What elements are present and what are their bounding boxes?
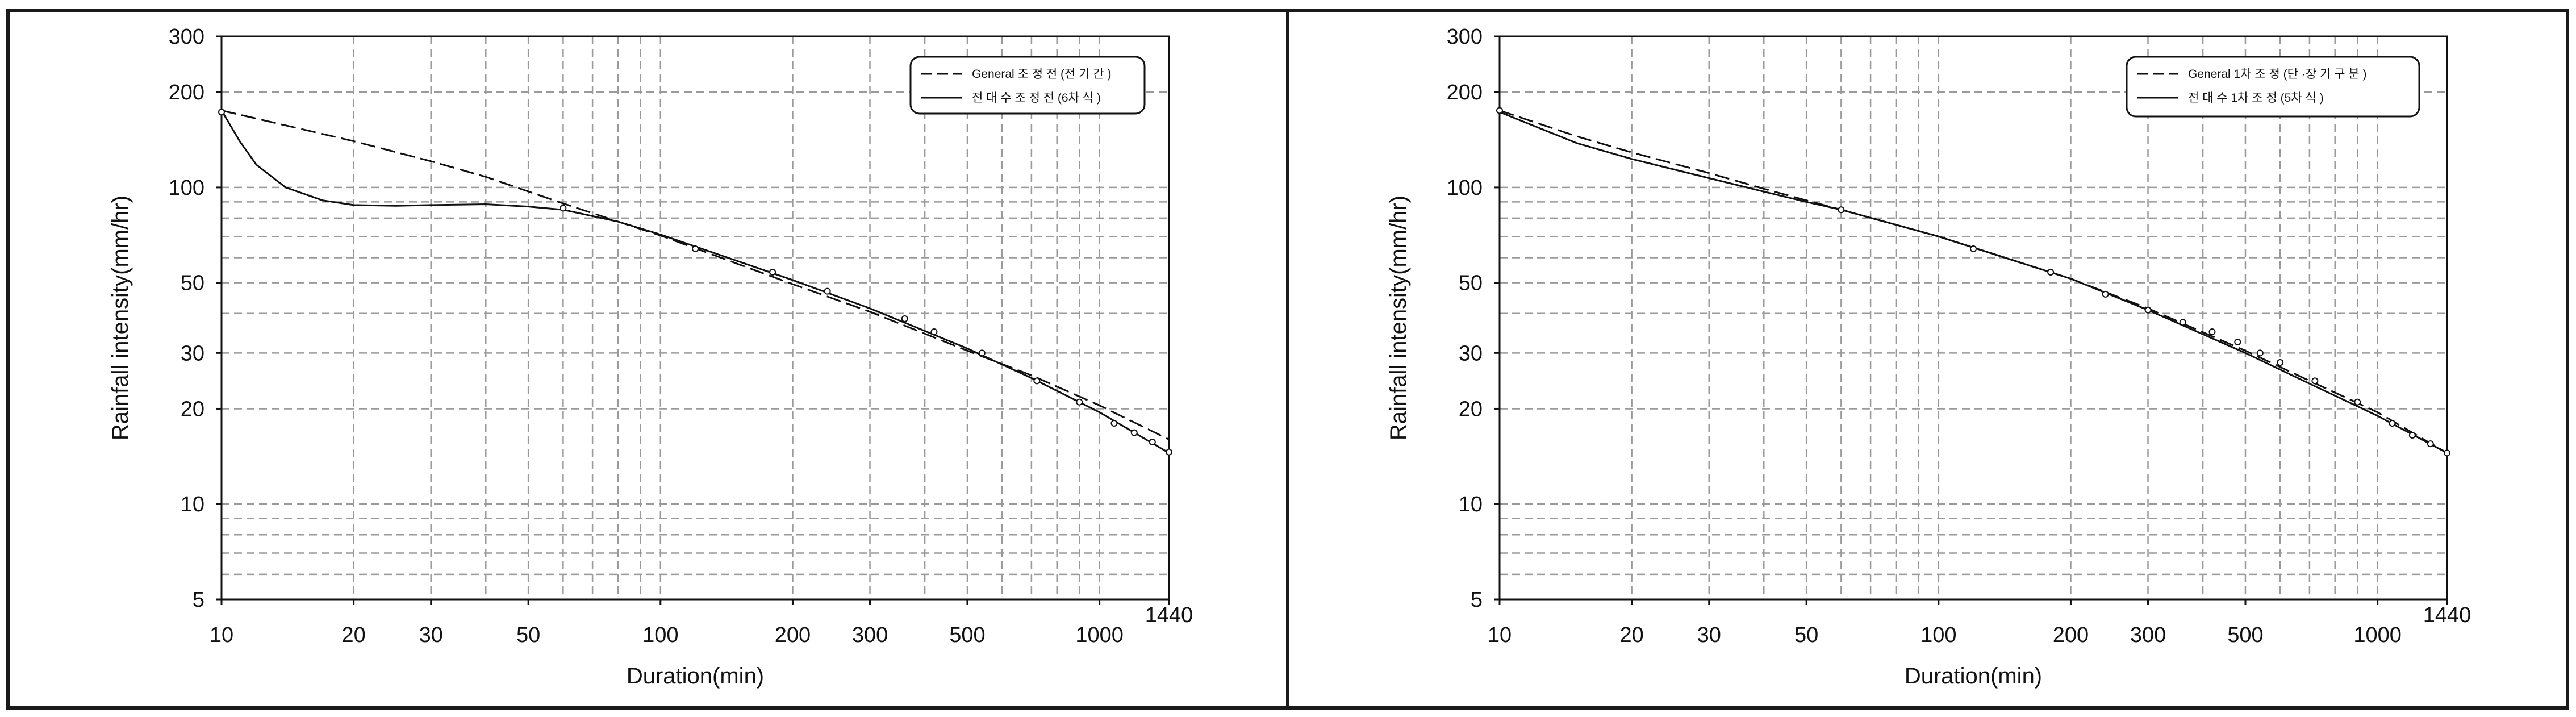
data-point-marker [1838, 206, 1845, 214]
data-point-marker [769, 269, 776, 276]
x-tick-label: 1000 [2353, 623, 2402, 647]
x-tick-label: 300 [2130, 623, 2166, 647]
x-tick-label: 10 [1488, 623, 1512, 647]
data-point-marker [1149, 439, 1156, 446]
legend-label: 전 대 수 1차 조 정 (5차 식 ) [2188, 91, 2324, 105]
series-line-dashed [221, 110, 1170, 440]
x-tick-label: 500 [949, 623, 985, 647]
data-point-marker [2408, 432, 2416, 439]
chart-right-panel: 10 20 30 50 100 200 300 500 10001440510203050100… [1386, 25, 2471, 689]
x-tick-label: 200 [775, 623, 811, 647]
y-tick-label: 100 [1447, 176, 1483, 200]
y-tick-label: 300 [169, 25, 204, 49]
x-tick-label: 200 [2053, 623, 2089, 647]
data-point-marker [824, 287, 831, 295]
legend: General 조 정 전 (전 기 간 ) 전 대 수 조 정 전 (6차 식 … [909, 56, 1146, 115]
data-point-marker [218, 109, 225, 116]
legend: General 1차 조 정 (단 ·장 기 구 분 ) 전 대 수 1차 조 정… [2126, 56, 2420, 118]
y-axis-label: Rainfall intensity(mm/hr) [108, 195, 133, 440]
y-tick-label: 10 [1459, 493, 1483, 516]
x-tick-label: 300 [852, 623, 888, 647]
data-point-marker [901, 315, 908, 322]
y-tick-label: 5 [1471, 588, 1483, 612]
data-point-marker [2277, 359, 2284, 366]
data-point-marker [560, 205, 567, 212]
x-tick-label: 100 [642, 623, 678, 647]
plot-area-border [220, 35, 1170, 601]
legend-box [2126, 56, 2420, 118]
x-tick-label: 1440 [2423, 603, 2471, 627]
x-tick-label: 50 [516, 623, 540, 647]
data-point-marker [930, 328, 938, 336]
data-point-marker [2354, 398, 2361, 406]
y-tick-label: 20 [1459, 397, 1483, 421]
data-point-marker [1076, 398, 1083, 406]
x-tick-label: 20 [341, 623, 365, 647]
data-point-marker [692, 245, 699, 252]
grid-lines [222, 36, 1169, 599]
x-tick-label: 20 [1619, 623, 1643, 647]
legend-label: 전 대 수 조 정 전 (6차 식 ) [972, 91, 1101, 105]
data-point-marker [2234, 338, 2241, 345]
data-point-marker [2208, 328, 2216, 336]
x-axis-label: Duration(min) [627, 664, 764, 689]
series-line-dashed [1499, 110, 2448, 454]
x-tick-label: 1000 [1075, 623, 1124, 647]
x-axis-label: Duration(min) [1905, 664, 2042, 689]
data-point-marker [2179, 319, 2186, 326]
plot-area-border [1498, 35, 2448, 601]
legend-label: General 1차 조 정 (단 ·장 기 구 분 ) [2188, 68, 2366, 81]
data-point-marker [1970, 245, 1977, 252]
y-tick-label: 50 [181, 272, 204, 295]
data-point-marker [1033, 377, 1041, 385]
data-point-marker [1110, 419, 1118, 427]
legend-label: General 조 정 전 (전 기 간 ) [972, 68, 1111, 81]
x-tick-label: 50 [1794, 623, 1818, 647]
chart-left-panel: 10 20 30 50 100 200 300 500 10001440510203050100… [108, 25, 1193, 689]
y-tick-label: 20 [181, 397, 204, 421]
x-tick-label: 10 [210, 623, 233, 647]
x-tick-label: 500 [2227, 623, 2263, 647]
data-point-marker [2389, 419, 2396, 427]
y-tick-label: 5 [193, 588, 204, 612]
y-tick-label: 200 [169, 81, 204, 105]
x-tick-label: 100 [1920, 623, 1956, 647]
y-tick-label: 50 [1459, 272, 1483, 295]
y-axis-label: Rainfall intensity(mm/hr) [1386, 195, 1411, 440]
data-point-marker [1130, 429, 1138, 436]
data-point-marker [2444, 449, 2450, 457]
x-tick-label: 30 [1697, 623, 1721, 647]
data-point-marker [2144, 306, 2152, 314]
data-point-marker [1496, 107, 1503, 114]
data-point-marker [978, 349, 986, 357]
x-tick-label: 1440 [1145, 603, 1193, 627]
grid-lines [1500, 36, 2447, 599]
data-point-marker [2311, 377, 2319, 385]
y-tick-label: 30 [181, 341, 204, 365]
data-point-marker [2427, 440, 2434, 448]
x-tick-label: 30 [419, 623, 443, 647]
y-tick-label: 30 [1459, 341, 1483, 365]
data-point-marker [2047, 269, 2055, 276]
y-tick-label: 10 [181, 493, 204, 516]
data-point-marker [2102, 290, 2109, 298]
y-tick-label: 200 [1447, 81, 1483, 105]
y-tick-label: 100 [169, 176, 204, 200]
data-point-marker [1166, 448, 1172, 456]
legend-box [909, 56, 1146, 115]
series-line-solid [220, 110, 1170, 454]
data-point-marker [2256, 349, 2264, 357]
y-tick-label: 300 [1447, 25, 1483, 49]
series-line-solid [1499, 111, 2448, 454]
